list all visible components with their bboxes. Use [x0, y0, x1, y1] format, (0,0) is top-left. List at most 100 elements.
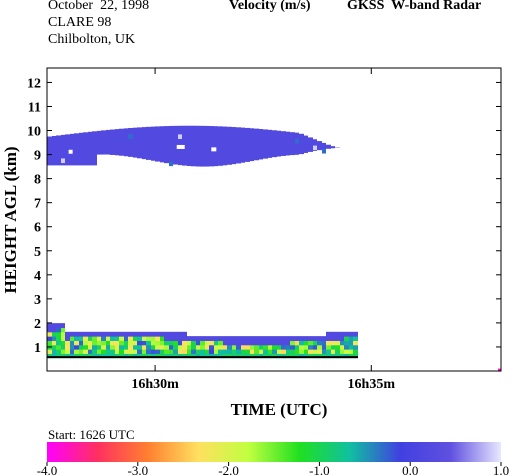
velocity-cell — [182, 344, 187, 350]
velocity-cell — [52, 336, 56, 341]
velocity-cell — [182, 336, 187, 341]
velocity-cell — [110, 356, 115, 359]
velocity-cell — [56, 323, 61, 328]
velocity-cell — [232, 356, 236, 359]
velocity-cell — [61, 336, 65, 341]
velocity-cell — [241, 340, 245, 346]
velocity-cell — [88, 353, 92, 359]
velocity-cell — [353, 331, 358, 337]
velocity-cell — [299, 133, 304, 155]
velocity-cell — [196, 353, 200, 359]
velocity-cell — [277, 336, 281, 341]
velocity-cell — [196, 125, 200, 167]
velocity-cell — [128, 331, 133, 337]
velocity-cell — [169, 331, 173, 337]
velocity-cell — [119, 128, 124, 156]
velocity-cell — [88, 131, 92, 166]
velocity-cell — [281, 349, 286, 354]
velocity-cell — [137, 349, 142, 354]
velocity-cell — [52, 323, 56, 328]
velocity-cell — [115, 349, 119, 354]
velocity-cell — [326, 331, 331, 337]
velocity-cell — [200, 336, 205, 341]
velocity-cell — [47, 336, 52, 341]
velocity-cell — [173, 340, 178, 346]
velocity-cell — [106, 356, 110, 359]
velocity-cell — [344, 344, 349, 350]
velocity-cell — [205, 349, 209, 354]
velocity-cell — [83, 356, 88, 359]
velocity-cell — [290, 353, 295, 359]
velocity-cell — [65, 349, 70, 354]
velocity-cell — [65, 331, 70, 337]
velocity-cell — [182, 356, 187, 359]
velocity-cell — [146, 336, 151, 341]
velocity-cell — [272, 349, 277, 354]
velocity-cell — [160, 336, 164, 341]
velocity-cell — [56, 344, 61, 350]
velocity-cell — [178, 356, 182, 359]
velocity-cell — [101, 356, 106, 359]
velocity-cell — [196, 340, 200, 346]
velocity-cell — [70, 336, 74, 341]
velocity-cell — [295, 344, 299, 350]
velocity-cell — [61, 323, 65, 328]
velocity-cell — [133, 331, 137, 337]
velocity-cell — [142, 353, 146, 359]
velocity-cell — [254, 340, 259, 346]
velocity-cell — [47, 323, 52, 328]
velocity-cell — [241, 356, 245, 359]
velocity-cell — [137, 353, 142, 359]
velocity-cell — [313, 139, 317, 151]
velocity-cell — [340, 336, 344, 341]
velocity-cell — [61, 344, 65, 350]
velocity-cell — [335, 344, 340, 350]
velocity-cell — [169, 336, 173, 341]
velocity-cell — [281, 336, 286, 341]
velocity-cell — [196, 336, 200, 341]
velocity-cell — [196, 356, 200, 359]
velocity-cell — [178, 340, 182, 346]
velocity-cell — [119, 331, 124, 337]
velocity-cell — [263, 356, 268, 359]
colorbar-tick-label: -1.0 — [309, 463, 330, 476]
velocity-cell — [83, 353, 88, 359]
velocity-cell — [61, 340, 65, 346]
velocity-cell — [88, 336, 92, 341]
velocity-cell — [110, 349, 115, 354]
velocity-cell — [331, 349, 335, 354]
velocity-cell — [326, 344, 331, 350]
velocity-cell — [259, 344, 263, 350]
velocity-cell — [119, 344, 124, 350]
velocity-cell — [259, 340, 263, 346]
velocity-cell — [245, 356, 250, 359]
velocity-cell — [101, 349, 106, 354]
velocity-cell — [200, 353, 205, 359]
velocity-cell — [250, 128, 254, 162]
location-text: Chilbolton, UK — [48, 32, 136, 47]
velocity-cell — [173, 349, 178, 354]
velocity-cell — [299, 344, 304, 350]
velocity-cell — [128, 340, 133, 346]
velocity-cell — [164, 331, 169, 337]
velocity-cell — [128, 356, 133, 359]
velocity-cell — [331, 356, 335, 359]
velocity-cell — [92, 336, 97, 341]
velocity-cell — [182, 340, 187, 346]
velocity-cell — [101, 336, 106, 341]
velocity-cell — [97, 331, 101, 337]
velocity-cell — [178, 331, 182, 337]
velocity-cell — [110, 340, 115, 346]
x-axis: 16h30m 16h35m — [131, 68, 395, 392]
velocity-cell — [56, 356, 61, 359]
velocity-cell — [187, 349, 191, 354]
velocity-cell — [173, 336, 178, 341]
velocity-cell — [200, 344, 205, 350]
velocity-cell — [52, 344, 56, 350]
velocity-cell — [74, 356, 79, 359]
velocity-cell — [178, 349, 182, 354]
velocity-cell — [142, 349, 146, 354]
velocity-cell — [142, 344, 146, 350]
